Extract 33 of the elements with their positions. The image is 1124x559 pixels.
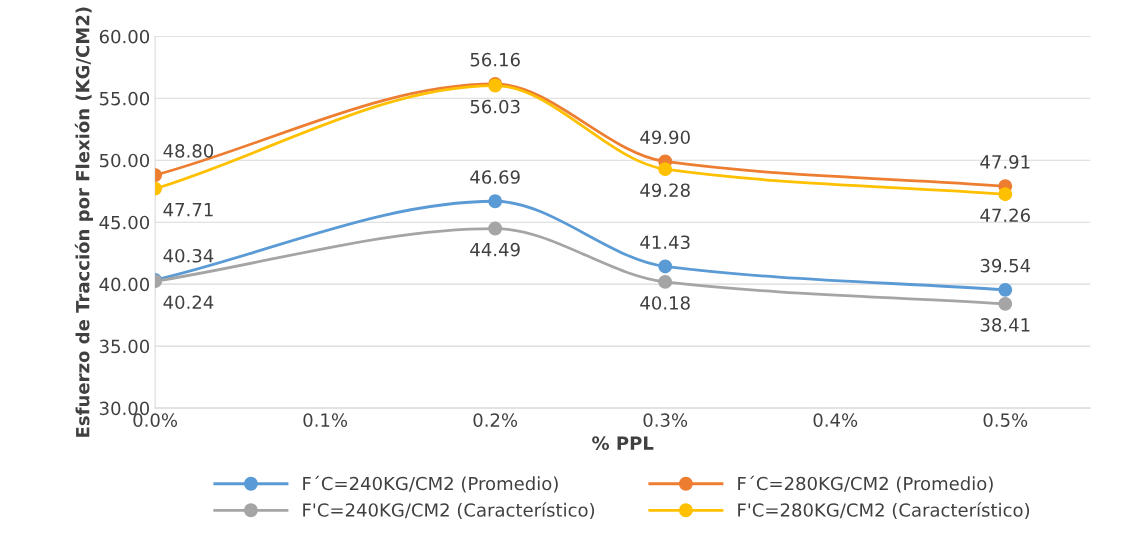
y-axis-title: Esfuerzo de Tracción por Flexión (KG/CM2) xyxy=(74,7,94,437)
data-label: 41.43 xyxy=(640,235,690,250)
x-axis-title: % PPL xyxy=(592,436,654,450)
y-tick-label: 40.00 xyxy=(99,277,150,292)
data-label: 40.18 xyxy=(640,296,690,310)
legend-label: F'C=240KG/CM2 (Característico) xyxy=(303,502,595,519)
x-tick-label: 0.5% xyxy=(983,413,1028,427)
y-tick-label: 55.00 xyxy=(99,91,150,106)
data-label: 47.71 xyxy=(163,203,213,217)
legend-label: F´C=280KG/CM2 (Promedio) xyxy=(738,475,993,493)
x-tick-label: 0.1% xyxy=(303,413,348,427)
data-label: 46.69 xyxy=(470,170,520,184)
data-label: 48.80 xyxy=(163,144,214,158)
y-tick-label: 35.00 xyxy=(99,339,150,354)
legend-label: F'C=280KG/CM2 (Característico) xyxy=(738,502,1030,519)
data-label: 47.91 xyxy=(980,155,1030,169)
data-label: 47.26 xyxy=(980,208,1030,223)
y-tick-label: 50.00 xyxy=(99,153,150,168)
data-label: 49.28 xyxy=(640,183,690,198)
x-tick-label: 0.4% xyxy=(813,413,858,427)
data-label: 38.41 xyxy=(980,318,1030,332)
x-tick-label: 0.2% xyxy=(473,413,518,427)
data-label: 39.54 xyxy=(980,258,1031,273)
data-label: 40.34 xyxy=(163,248,214,263)
y-tick-label: 60.00 xyxy=(99,29,150,44)
data-label: 56.03 xyxy=(470,99,520,114)
data-label: 44.49 xyxy=(470,242,520,257)
legend-label: F´C=240KG/CM2 (Promedio) xyxy=(303,475,558,493)
data-label: 56.16 xyxy=(470,52,520,67)
data-label: 40.24 xyxy=(163,295,214,310)
y-tick-label: 45.00 xyxy=(99,215,150,230)
x-tick-label: 0.3% xyxy=(643,413,688,427)
data-label: 49.90 xyxy=(640,130,690,145)
